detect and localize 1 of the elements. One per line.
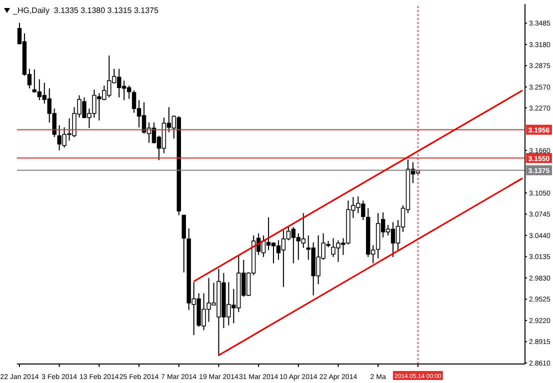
chart-title: _HG,Daily 3.1335 3.1380 3.1315 3.1375	[13, 6, 158, 15]
